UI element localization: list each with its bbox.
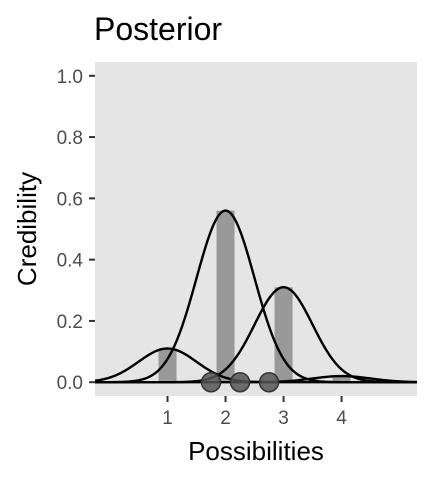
chart-title: Posterior bbox=[94, 11, 222, 47]
bars-layer bbox=[158, 210, 351, 383]
y-tick-label: 0.6 bbox=[57, 189, 83, 210]
points-layer bbox=[200, 371, 280, 393]
data-point-2 bbox=[229, 371, 251, 393]
bar-3 bbox=[274, 287, 293, 383]
x-tick-label: 1 bbox=[162, 408, 173, 429]
x-tick-label: 2 bbox=[220, 408, 231, 429]
curves-layer bbox=[94, 209, 418, 384]
y-tick-label: 0.2 bbox=[57, 312, 83, 333]
y-tick-label: 1.0 bbox=[57, 67, 83, 88]
bar-4 bbox=[332, 376, 351, 383]
bar-1 bbox=[158, 348, 177, 383]
y-tick-label: 0.0 bbox=[57, 373, 83, 394]
y-axis-title: Credibility bbox=[12, 172, 42, 286]
x-axis-title: Possibilities bbox=[188, 436, 324, 466]
x-tick-label: 3 bbox=[278, 408, 289, 429]
y-axis: 0.0 0.2 0.4 0.6 0.8 1.0 bbox=[57, 67, 95, 394]
data-point-3 bbox=[258, 371, 280, 393]
curve-4 bbox=[95, 374, 418, 384]
curve-2 bbox=[95, 209, 417, 384]
bar-2 bbox=[216, 210, 235, 383]
y-tick-label: 0.4 bbox=[57, 251, 84, 272]
plot-panel bbox=[95, 62, 417, 396]
x-axis: 1 2 3 4 bbox=[162, 396, 347, 429]
data-point-1 bbox=[200, 371, 222, 393]
x-tick-label: 4 bbox=[336, 408, 347, 429]
y-tick-label: 0.8 bbox=[57, 128, 83, 149]
